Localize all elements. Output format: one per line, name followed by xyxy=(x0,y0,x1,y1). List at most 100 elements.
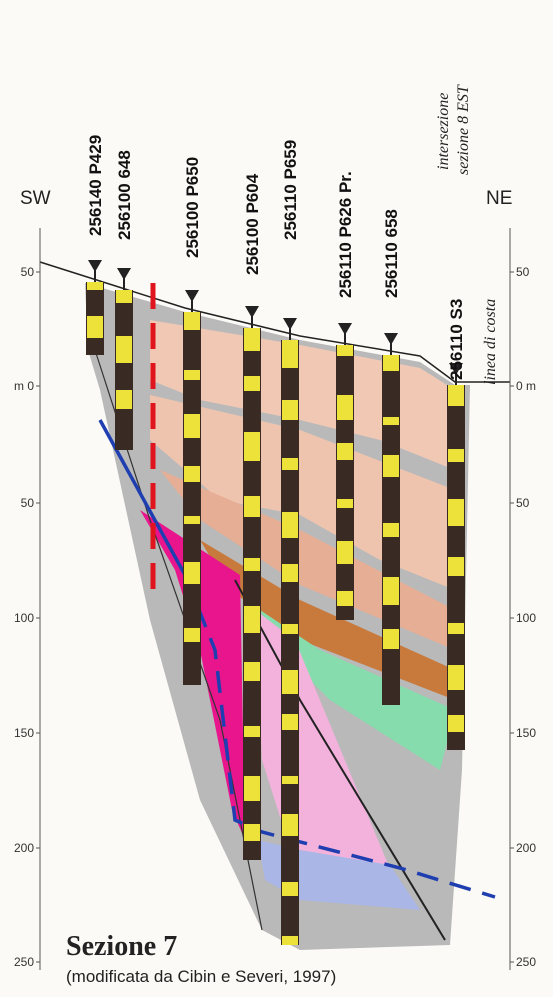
well-sand xyxy=(244,376,260,391)
well-sand xyxy=(282,624,298,634)
well-sand xyxy=(244,606,260,633)
well-marker xyxy=(338,323,352,335)
well-sand xyxy=(244,496,260,517)
well-sand xyxy=(184,414,200,438)
right-axis-label: 50 xyxy=(516,496,530,510)
well-sand xyxy=(244,328,260,351)
well-sand xyxy=(337,345,353,356)
left-axis-label: m 0 xyxy=(14,379,34,393)
right-axis-label: 150 xyxy=(516,726,536,740)
well-label: 256110 658 xyxy=(382,209,401,298)
well-sand xyxy=(448,385,464,406)
well-sand xyxy=(282,564,298,582)
well-sand xyxy=(184,628,200,642)
well-sand xyxy=(184,516,200,524)
annotation: linea di costa xyxy=(482,299,499,385)
right-axis-label: 200 xyxy=(516,841,536,855)
well-sand xyxy=(244,726,260,737)
right-axis-label: 50 xyxy=(516,265,530,279)
well-sand xyxy=(337,541,353,564)
surface-line xyxy=(39,261,510,383)
well-sand xyxy=(282,814,298,836)
left-axis-label: 250 xyxy=(14,955,34,969)
well-sand xyxy=(383,355,399,371)
well-sand xyxy=(383,577,399,605)
left-axis-label: 200 xyxy=(14,841,34,855)
well-sand xyxy=(282,936,298,945)
left-axis-label: 150 xyxy=(14,726,34,740)
well-sand xyxy=(383,455,399,477)
well-sand xyxy=(337,395,353,420)
right-axis-label: 100 xyxy=(516,611,536,625)
layer-beige xyxy=(150,395,455,590)
well-sand xyxy=(448,449,464,462)
right-axis-label: 250 xyxy=(516,955,536,969)
well-sand xyxy=(282,776,298,784)
well-sand xyxy=(282,512,298,538)
well-sand xyxy=(282,458,298,470)
well-sand xyxy=(448,665,464,690)
well-sand xyxy=(383,523,399,537)
well-sand xyxy=(448,715,464,732)
layer-magenta xyxy=(140,510,245,840)
well-sand xyxy=(244,662,260,681)
well-label: 256110 S3 xyxy=(447,299,466,380)
well-marker xyxy=(449,363,463,375)
title: Sezione 7 xyxy=(66,931,177,962)
left-axis-label: 100 xyxy=(14,611,34,625)
well-sand xyxy=(244,432,260,461)
ne-label: NE xyxy=(486,188,512,209)
well-sand xyxy=(282,670,298,694)
well-sand xyxy=(448,623,464,634)
annotation: sezione 8 EST xyxy=(455,84,472,175)
well-label: 256110 P659 xyxy=(281,140,300,240)
well-sand xyxy=(282,400,298,420)
well-sand xyxy=(184,370,200,380)
well-sand xyxy=(337,443,353,460)
well-sand xyxy=(184,466,200,482)
annotation: intersezione xyxy=(435,93,452,170)
well-sand xyxy=(383,629,399,649)
well-label: 256110 P626 Pr. xyxy=(336,171,355,298)
right-axis-label: 0 m xyxy=(516,379,536,393)
left-axis-label: 50 xyxy=(21,496,35,510)
well-sand xyxy=(184,312,200,330)
well-sand xyxy=(87,282,103,290)
well-sand xyxy=(282,714,298,730)
well-sand xyxy=(448,499,464,526)
blue-line xyxy=(98,419,187,576)
layer-salmon xyxy=(160,470,455,650)
well-label: 256140 P429 xyxy=(86,135,105,236)
well-label: 256100 P650 xyxy=(183,157,202,258)
layer-beige xyxy=(150,320,455,470)
well-marker xyxy=(117,268,131,280)
well-sand xyxy=(244,558,260,571)
well-sand xyxy=(383,417,399,425)
left-axis-label: 50 xyxy=(21,265,35,279)
well-marker xyxy=(88,260,102,272)
well-sand xyxy=(116,390,132,409)
well-column xyxy=(183,312,201,685)
well-sand xyxy=(116,290,132,303)
well-sand xyxy=(448,557,464,576)
well-sand xyxy=(282,340,298,368)
well-sand xyxy=(282,882,298,896)
layer-green xyxy=(260,610,455,770)
subtitle: (modificata da Cibin e Severi, 1997) xyxy=(66,967,336,986)
well-sand xyxy=(244,776,260,801)
well-marker xyxy=(283,318,297,330)
well-marker xyxy=(384,333,398,345)
well-label: 256100 648 xyxy=(115,150,134,240)
well-column xyxy=(281,340,299,945)
well-column xyxy=(336,345,354,620)
well-sand xyxy=(337,591,353,606)
well-column xyxy=(115,290,133,450)
well-sand xyxy=(87,316,103,338)
well-label: 256100 P604 xyxy=(243,173,262,275)
well-marker xyxy=(185,290,199,302)
well-sand xyxy=(337,499,353,508)
well-marker xyxy=(245,306,259,318)
sw-label: SW xyxy=(20,188,51,209)
well-sand xyxy=(244,824,260,841)
